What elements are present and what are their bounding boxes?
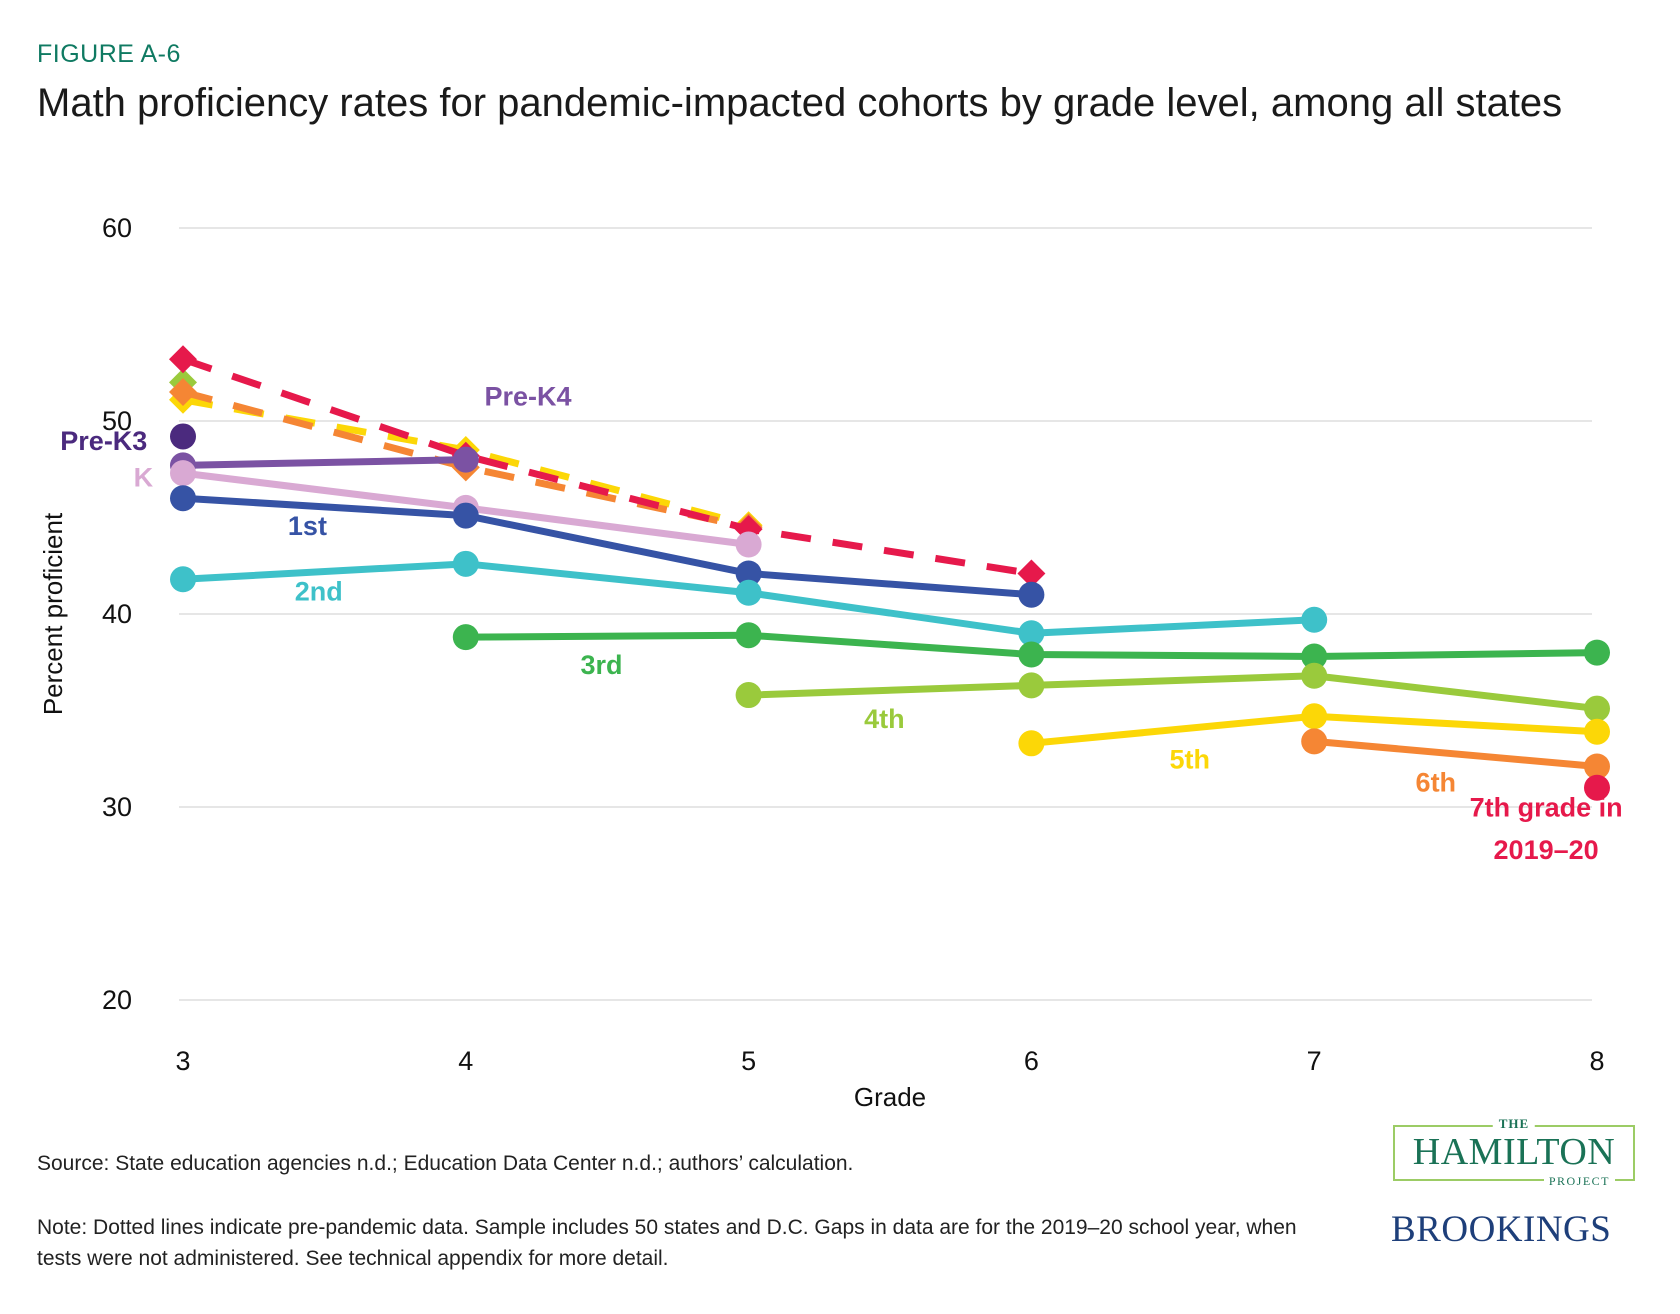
- series-line: [181, 355, 1032, 577]
- data-point: [170, 566, 196, 593]
- series-4th: [735, 662, 1610, 722]
- series-6th: [1301, 728, 1610, 780]
- series-3rd: [452, 622, 1610, 670]
- y-axis-label: Percent proficient: [38, 512, 68, 715]
- data-point: [452, 502, 479, 529]
- series-line: [1313, 737, 1598, 770]
- footnote: Note: Dotted lines indicate pre-pandemic…: [37, 1216, 1297, 1270]
- data-point: [735, 531, 762, 558]
- x-tick-label: 3: [175, 1046, 190, 1076]
- series-line: [182, 456, 466, 469]
- series-label: 1st: [288, 511, 327, 541]
- data-point-diamond: [169, 345, 197, 374]
- data-point: [1584, 753, 1610, 780]
- hamilton-logo-the: THE: [1492, 1116, 1536, 1132]
- data-point: [1018, 730, 1045, 757]
- data-point: [452, 550, 479, 577]
- data-point: [1301, 606, 1328, 633]
- y-tick-label: 50: [102, 406, 132, 436]
- series-label: 4th: [864, 704, 905, 734]
- data-point: [1018, 641, 1045, 668]
- series-line: [182, 494, 1032, 599]
- data-point: [1018, 620, 1045, 647]
- data-point: [735, 579, 762, 606]
- brookings-logo: BROOKINGS: [1391, 1209, 1612, 1250]
- series-label: Pre-K3: [60, 426, 147, 456]
- data-point: [735, 682, 762, 709]
- y-tick-label: 20: [102, 985, 132, 1015]
- hamilton-logo-project: PROJECT: [1543, 1174, 1615, 1189]
- x-tick-label: 5: [741, 1046, 756, 1076]
- data-point: [452, 446, 479, 473]
- line-chart: 20 30 40 50 60 3 4 5 6 7 8 Percent proficient Gra…: [38, 213, 1623, 1112]
- source-note: Source: State education agencies n.d.; E…: [37, 1152, 854, 1175]
- y-axis-ticks: 20 30 40 50 60: [102, 213, 132, 1015]
- data-point: [1018, 581, 1045, 608]
- data-point: [1584, 695, 1610, 722]
- series-pre-k3: [170, 423, 196, 450]
- data-point: [735, 560, 762, 587]
- data-point: [1301, 728, 1328, 755]
- series-label: 2019–20: [1494, 835, 1599, 865]
- series-5th: [1018, 703, 1610, 757]
- series-line: [748, 672, 1598, 713]
- cohort-series: [170, 423, 1610, 801]
- x-axis-ticks: 3 4 5 6 7 8: [175, 1046, 1604, 1076]
- series-label: 5th: [1170, 744, 1211, 774]
- data-point: [1584, 639, 1610, 666]
- x-tick-label: 7: [1307, 1046, 1322, 1076]
- data-point: [1584, 774, 1610, 801]
- hamilton-logo-name: HAMILTON: [1412, 1131, 1616, 1173]
- x-axis-label: Grade: [854, 1082, 926, 1112]
- chart-title: Math proficiency rates for pandemic-impa…: [37, 81, 1563, 125]
- data-point: [1301, 662, 1328, 689]
- figure-label: FIGURE A-6: [37, 40, 181, 68]
- y-tick-label: 60: [102, 213, 132, 243]
- data-point: [1301, 643, 1328, 670]
- y-tick-label: 30: [102, 792, 132, 822]
- data-point: [735, 622, 762, 649]
- data-point: [1301, 703, 1328, 730]
- hamilton-project-logo: THE HAMILTON PROJECT: [1393, 1116, 1635, 1189]
- series-2nd: [170, 550, 1328, 647]
- series-label: 2nd: [295, 576, 343, 606]
- data-point: [170, 423, 196, 450]
- series-label: 3rd: [581, 650, 623, 680]
- data-point-diamond: [169, 378, 197, 407]
- series-label: 7th grade in: [1470, 793, 1623, 823]
- series-7th-grade-in-2019-20: [1584, 774, 1610, 801]
- series-label: 6th: [1416, 768, 1457, 798]
- data-point: [170, 460, 196, 487]
- direct-labels: Pre-K3 Pre-K4 K 1st 2nd 3rd 4th 5th 6th 7th grade…: [60, 382, 1622, 866]
- x-tick-label: 8: [1589, 1046, 1604, 1076]
- data-point: [452, 624, 479, 651]
- series-label: K: [134, 463, 154, 493]
- data-point: [1018, 672, 1045, 699]
- y-tick-label: 40: [102, 599, 132, 629]
- data-point: [170, 485, 196, 512]
- series-1st: [170, 485, 1045, 608]
- x-tick-label: 4: [458, 1046, 473, 1076]
- series-pre-k4: [170, 446, 479, 479]
- series-label: Pre-K4: [484, 382, 571, 412]
- data-point: [1584, 718, 1610, 745]
- data-point-diamond: [1017, 559, 1046, 588]
- x-tick-label: 6: [1024, 1046, 1039, 1076]
